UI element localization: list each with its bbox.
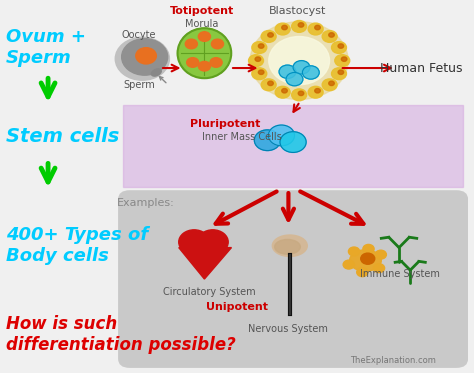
Circle shape <box>308 86 323 98</box>
Circle shape <box>275 23 290 35</box>
Circle shape <box>261 79 276 91</box>
Circle shape <box>258 70 264 75</box>
Circle shape <box>315 88 320 93</box>
Text: Morula: Morula <box>185 19 219 29</box>
Circle shape <box>198 32 210 41</box>
Circle shape <box>361 253 375 264</box>
FancyBboxPatch shape <box>118 190 468 368</box>
Circle shape <box>375 250 386 259</box>
Text: Circulatory System: Circulatory System <box>163 287 255 297</box>
Circle shape <box>269 37 329 85</box>
Circle shape <box>338 70 344 75</box>
Circle shape <box>292 89 307 101</box>
Circle shape <box>322 31 337 43</box>
Text: Stem cells: Stem cells <box>6 127 119 146</box>
Circle shape <box>338 44 344 48</box>
Text: Immune System: Immune System <box>361 269 440 279</box>
Circle shape <box>292 21 307 32</box>
Circle shape <box>268 33 273 37</box>
Circle shape <box>187 58 199 67</box>
Circle shape <box>280 132 306 153</box>
Circle shape <box>250 22 348 100</box>
Polygon shape <box>179 248 231 279</box>
Text: Inner Mass Cells: Inner Mass Cells <box>202 132 282 141</box>
Circle shape <box>331 68 346 80</box>
Ellipse shape <box>151 69 161 76</box>
Circle shape <box>322 79 337 91</box>
Circle shape <box>185 39 197 49</box>
Circle shape <box>252 42 267 53</box>
Circle shape <box>315 25 320 30</box>
Circle shape <box>279 65 296 78</box>
Ellipse shape <box>272 235 307 257</box>
Circle shape <box>302 66 319 79</box>
Circle shape <box>258 44 264 48</box>
Circle shape <box>282 25 287 30</box>
Circle shape <box>363 244 374 253</box>
Circle shape <box>268 125 294 146</box>
Circle shape <box>343 260 355 269</box>
Circle shape <box>341 57 347 62</box>
Circle shape <box>268 81 273 85</box>
Text: Ovum +
Sperm: Ovum + Sperm <box>6 28 86 67</box>
Circle shape <box>293 61 310 74</box>
Circle shape <box>252 68 267 80</box>
Circle shape <box>331 42 346 53</box>
Text: Oocyte: Oocyte <box>122 30 156 40</box>
Circle shape <box>179 230 210 254</box>
Text: Examples:: Examples: <box>117 198 175 208</box>
Polygon shape <box>123 105 464 186</box>
Text: TheExplanation.com: TheExplanation.com <box>350 356 437 365</box>
Circle shape <box>248 55 264 66</box>
Text: 400+ Types of
Body cells: 400+ Types of Body cells <box>6 226 148 265</box>
Circle shape <box>275 86 290 98</box>
Circle shape <box>328 81 334 85</box>
Text: Nervous System: Nervous System <box>248 324 328 334</box>
Circle shape <box>198 62 210 71</box>
Circle shape <box>115 37 169 80</box>
Circle shape <box>211 39 224 49</box>
Circle shape <box>298 23 304 27</box>
Text: Blastocyst: Blastocyst <box>269 6 327 16</box>
Ellipse shape <box>349 250 381 271</box>
Circle shape <box>357 268 368 277</box>
Circle shape <box>255 57 261 62</box>
Circle shape <box>255 130 281 151</box>
Circle shape <box>261 31 276 43</box>
Circle shape <box>374 264 384 273</box>
Circle shape <box>298 91 304 95</box>
Circle shape <box>328 33 334 37</box>
Text: Totipotent: Totipotent <box>170 6 234 16</box>
Text: Pluripotent: Pluripotent <box>190 119 261 129</box>
Text: Human Fetus: Human Fetus <box>380 62 463 75</box>
Circle shape <box>286 72 303 86</box>
Ellipse shape <box>178 28 231 78</box>
Ellipse shape <box>274 239 301 254</box>
Circle shape <box>197 230 228 254</box>
Circle shape <box>308 23 323 35</box>
Circle shape <box>122 39 168 75</box>
Circle shape <box>348 247 360 256</box>
Text: Sperm: Sperm <box>123 80 155 90</box>
Text: Unipotent: Unipotent <box>206 302 268 312</box>
Circle shape <box>282 88 287 93</box>
Circle shape <box>210 58 222 67</box>
Circle shape <box>136 48 156 64</box>
Text: How is such
differentiation possible?: How is such differentiation possible? <box>6 315 236 354</box>
Circle shape <box>335 55 350 66</box>
